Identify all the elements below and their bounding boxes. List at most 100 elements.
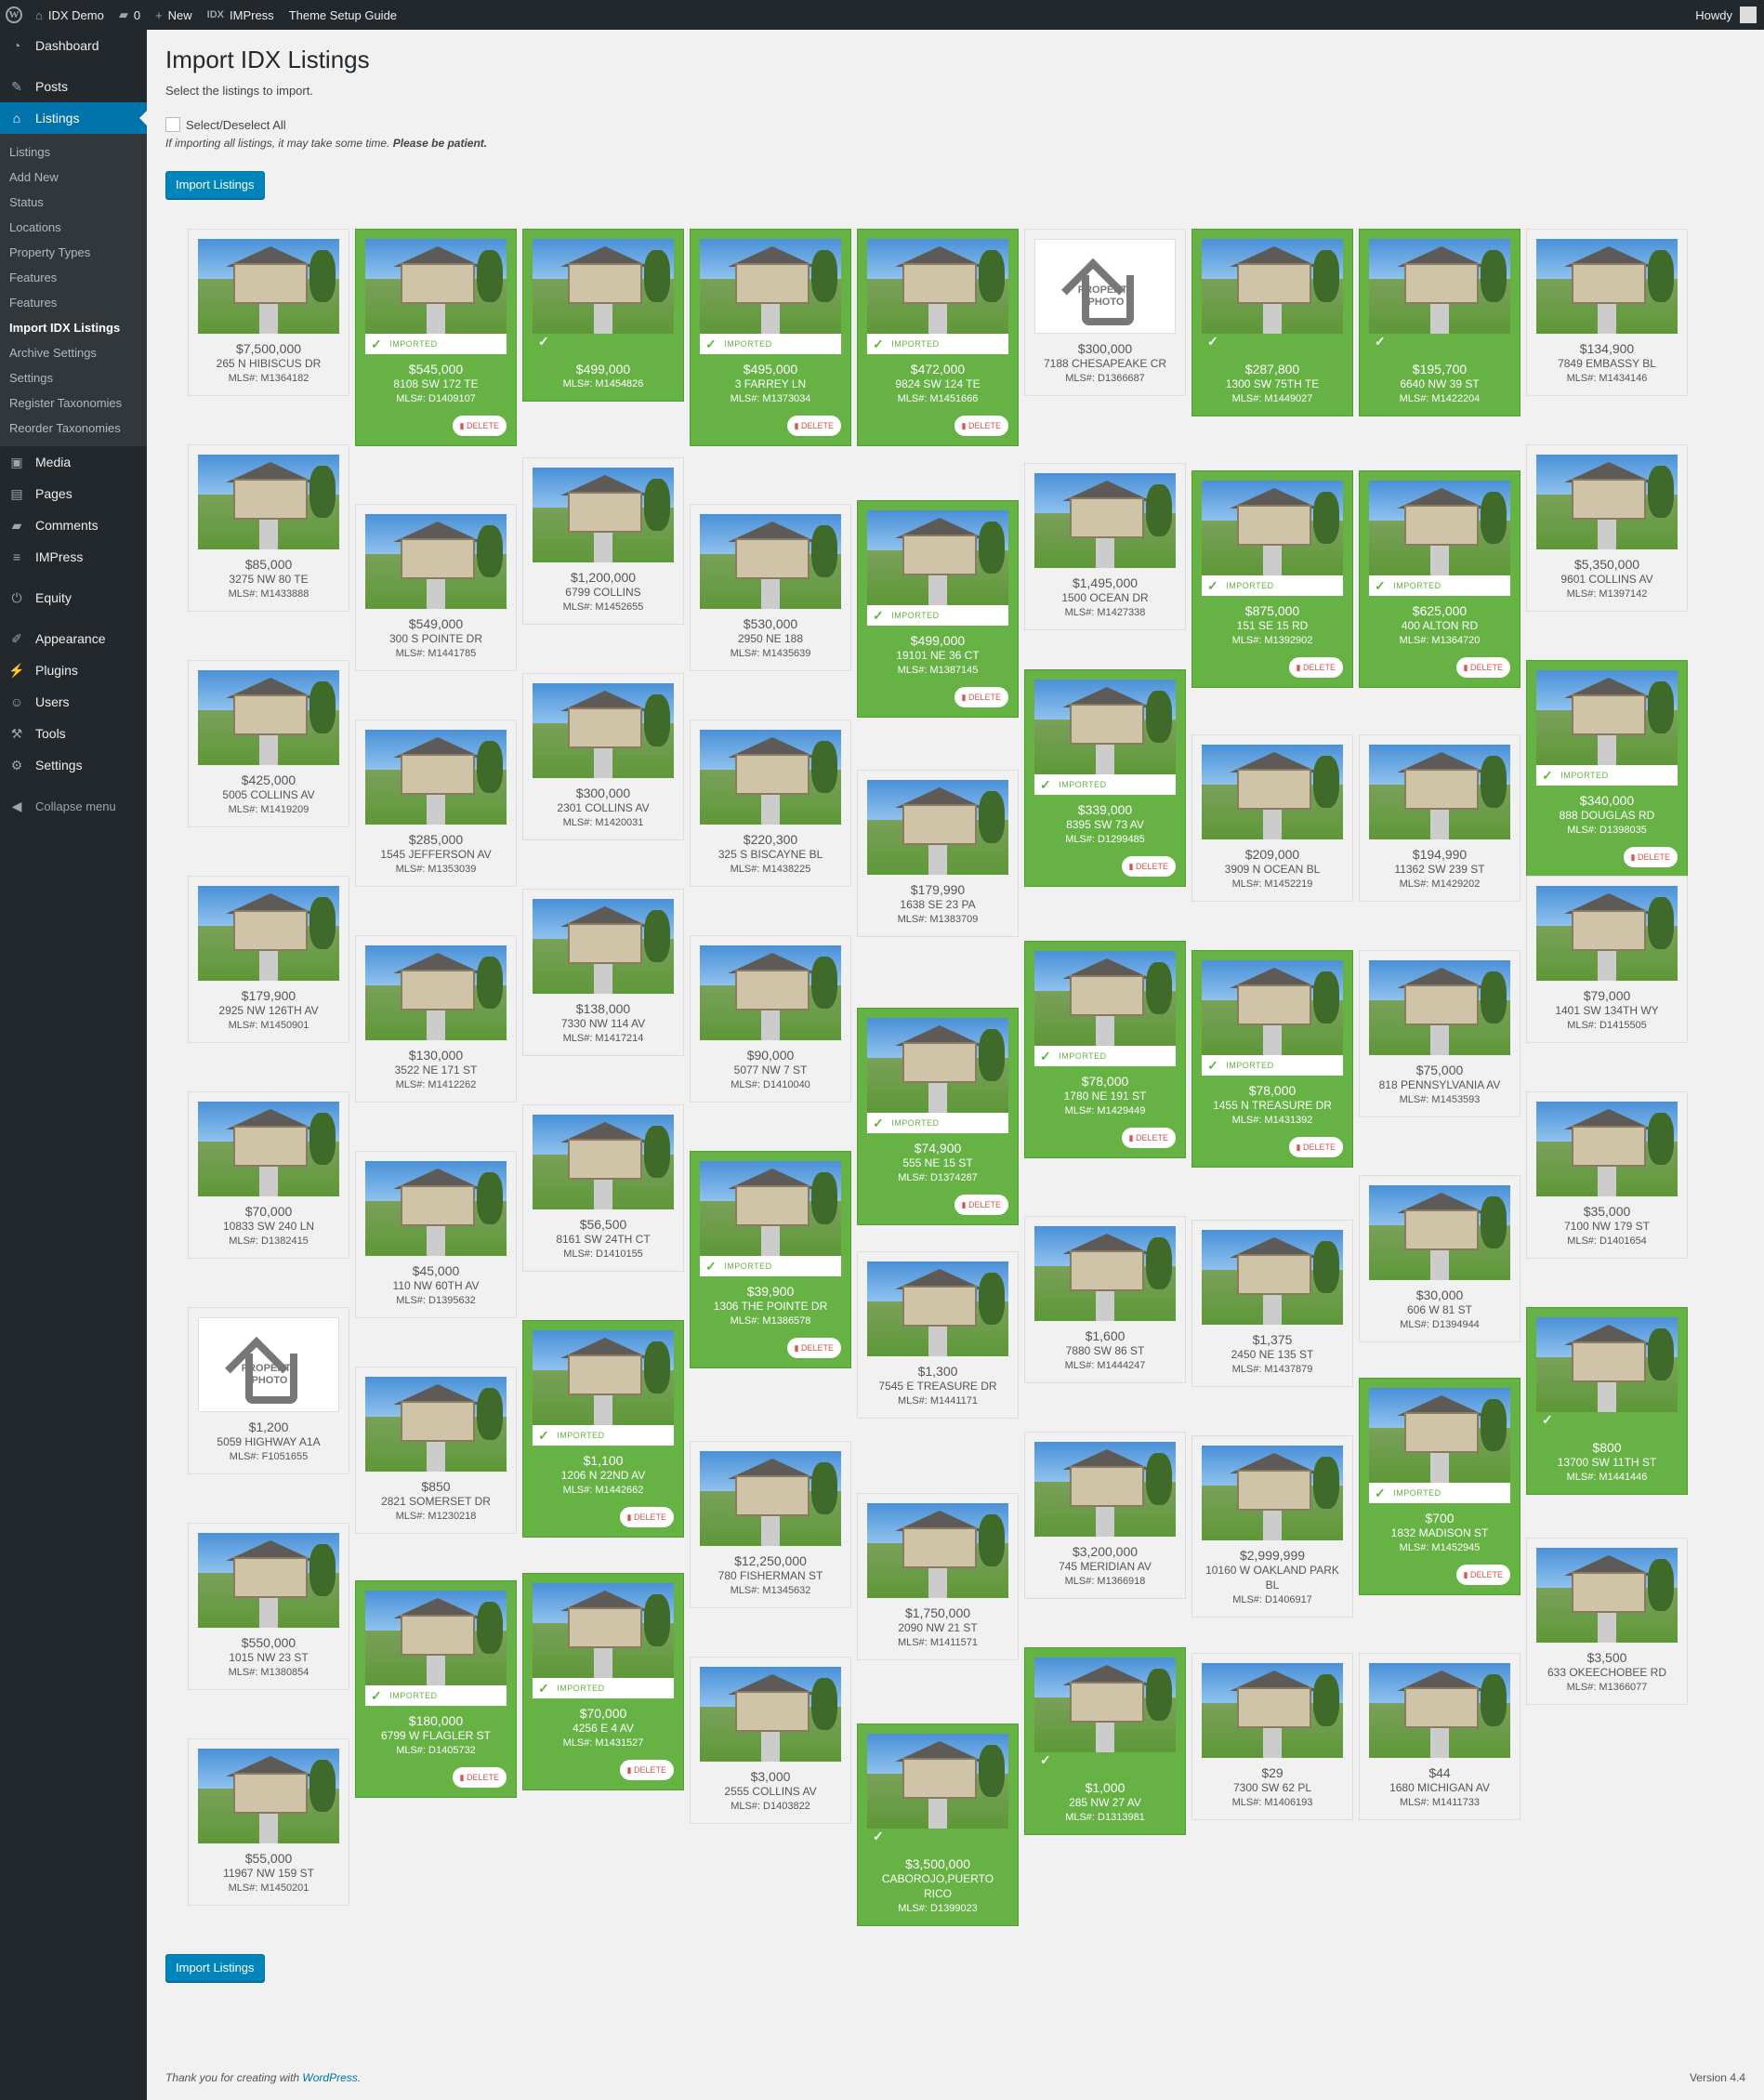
sidebar-item-plugins[interactable]: ⚡ Plugins [0,654,147,686]
listing-card[interactable]: $550,000 1015 NW 23 ST MLS#: M1380854 [188,1523,349,1690]
listing-card[interactable]: $29 7300 SW 62 PL MLS#: M1406193 [1191,1653,1353,1820]
listing-card[interactable]: $12,250,000 780 FISHERMAN ST MLS#: M134563… [690,1441,851,1608]
theme-guide-link[interactable]: Theme Setup Guide [288,7,398,22]
listing-card[interactable]: $75,000 818 PENNSYLVANIA AV MLS#: M1453593 [1359,950,1520,1117]
new-content-link[interactable]: + New [155,7,192,22]
delete-button[interactable]: ▮ DELETE [954,416,1008,436]
listing-card[interactable]: PROPERTY PHOTO $1,200 5059 HIGHWAY A1A MLS#:… [188,1307,349,1474]
listing-card[interactable]: $425,000 5005 COLLINS AV MLS#: M1419209 [188,660,349,827]
listing-card[interactable]: ✓ IMPORTED $499,000 19101 NE 36 CT MLS#: M13… [857,500,1019,718]
listing-card[interactable]: $70,000 10833 SW 240 LN MLS#: D1382415 [188,1091,349,1259]
listing-card[interactable]: $179,900 2925 NW 126TH AV MLS#: M1450901 [188,876,349,1043]
listing-card[interactable]: $1,600 7880 SW 86 ST MLS#: M1444247 [1024,1216,1186,1383]
listing-card[interactable]: ✓ IMPORTED $78,000 1455 N TREASURE DR MLS#: … [1191,950,1353,1168]
submenu-item[interactable]: Status [9,195,44,209]
listing-card[interactable]: ✓ IMPORTED $875,000 151 SE 15 RD MLS#: M1392… [1191,470,1353,688]
submenu-item[interactable]: Listings [9,145,51,159]
listing-card[interactable]: ✓ IMPORTED $180,000 6799 W FLAGLER ST MLS#: … [355,1580,517,1798]
listing-card[interactable]: ✓ IMPORTED $700 1832 MADISON ST MLS#: M14529… [1359,1378,1520,1595]
listing-card[interactable]: ✓ IMPORTED $78,000 1780 NE 191 ST MLS#: M142… [1024,941,1186,1158]
listing-card[interactable]: $85,000 3275 NW 80 TE MLS#: M1433888 [188,444,349,612]
listing-card[interactable]: $134,900 7849 EMBASSY BL MLS#: M1434146 [1526,229,1688,396]
listing-card[interactable]: $30,000 606 W 81 ST MLS#: D1394944 [1359,1175,1520,1342]
import-listings-button-bottom[interactable]: Import Listings [165,1954,265,1982]
sidebar-item-listings[interactable]: ⌂ Listings [0,102,147,134]
listing-card[interactable]: $220,300 325 S BISCAYNE BL MLS#: M1438225 [690,720,851,887]
listing-card[interactable]: ✓ IMPORTED $472,000 9824 SW 124 TE MLS#: M14… [857,229,1019,446]
delete-button[interactable]: ▮ DELETE [1121,856,1176,877]
sidebar-item-impress[interactable]: ≡ IMPress [0,541,147,573]
wordpress-logo-icon[interactable]: W [0,0,28,30]
listing-card[interactable]: $285,000 1545 JEFFERSON AV MLS#: M1353039 [355,720,517,887]
sidebar-item-media[interactable]: ▣ Media [0,446,147,478]
submenu-item[interactable]: Settings [9,371,53,385]
listing-card[interactable]: $2,999,999 10160 W OAKLAND PARK BL MLS#: D… [1191,1435,1353,1618]
submenu-item[interactable]: Reorder Taxonomies [9,421,121,435]
site-name-link[interactable]: ⌂ IDX Demo [35,7,104,22]
listing-card[interactable]: $530,000 2950 NE 188 MLS#: M1435639 [690,504,851,671]
submenu-item[interactable]: Add New [9,170,59,184]
delete-button[interactable]: ▮ DELETE [954,687,1008,707]
delete-button[interactable]: ▮ DELETE [452,416,507,436]
listing-card[interactable]: ✓ IMPORTED $339,000 8395 SW 73 AV MLS#: D129… [1024,669,1186,887]
listing-card[interactable]: $44 1680 MICHIGAN AV MLS#: M1411733 [1359,1653,1520,1820]
submenu-item[interactable]: Register Taxonomies [9,396,123,410]
delete-button[interactable]: ▮ DELETE [1121,1128,1176,1148]
sidebar-item-comments[interactable]: ▰ Comments [0,509,147,541]
listing-card[interactable]: PROPERTY PHOTO $300,000 7188 CHESAPEAKE CR M… [1024,229,1186,396]
listing-card[interactable]: ✓ $195,700 6640 NW 39 ST MLS#: M1422204 [1359,229,1520,416]
listing-card[interactable]: $90,000 5077 NW 7 ST MLS#: D1410040 [690,935,851,1103]
listing-card[interactable]: $130,000 3522 NE 171 ST MLS#: M1412262 [355,935,517,1103]
delete-button[interactable]: ▮ DELETE [786,416,841,436]
submenu-item[interactable]: Features [9,271,58,284]
submenu-item[interactable]: Property Types [9,245,91,259]
wordpress-link[interactable]: WordPress [302,2071,358,2084]
delete-button[interactable]: ▮ DELETE [1455,1565,1510,1585]
listing-card[interactable]: $56,500 8161 SW 24TH CT MLS#: D1410155 [522,1104,684,1272]
delete-button[interactable]: ▮ DELETE [1288,657,1343,678]
listing-card[interactable]: $850 2821 SOMERSET DR MLS#: M1230218 [355,1367,517,1534]
listing-card[interactable]: ✓ IMPORTED $74,900 555 NE 15 ST MLS#: D13742… [857,1008,1019,1225]
listing-card[interactable]: $1,200,000 6799 COLLINS MLS#: M1452655 [522,457,684,625]
comments-link[interactable]: ▰ 0 [118,7,141,22]
listing-card[interactable]: ✓ IMPORTED $495,000 3 FARREY LN MLS#: M13730… [690,229,851,446]
sidebar-item-posts[interactable]: ✎ Posts [0,71,147,102]
impress-link[interactable]: IDX IMPress [206,7,274,22]
listing-card[interactable]: $179,990 1638 SE 23 PA MLS#: M1383709 [857,770,1019,937]
delete-button[interactable]: ▮ DELETE [954,1195,1008,1215]
listing-card[interactable]: ✓ IMPORTED $545,000 8108 SW 172 TE MLS#: D14… [355,229,517,446]
delete-button[interactable]: ▮ DELETE [619,1760,674,1780]
listing-card[interactable]: $194,990 11362 SW 239 ST MLS#: M1429202 [1359,734,1520,902]
sidebar-item-collapse-menu[interactable]: ◀ Collapse menu [0,790,147,822]
listing-card[interactable]: ✓ $1,000 285 NW 27 AV MLS#: D1313981 [1024,1647,1186,1835]
sidebar-item-appearance[interactable]: ✐ Appearance [0,623,147,654]
delete-button[interactable]: ▮ DELETE [1623,847,1678,867]
listing-card[interactable]: ✓ $3,500,000 CABOROJO,PUERTO RICO MLS#: D13… [857,1724,1019,1926]
listing-card[interactable]: $549,000 300 S POINTE DR MLS#: M1441785 [355,504,517,671]
submenu-item[interactable]: Import IDX Listings [9,321,121,335]
submenu-item[interactable]: Features [9,296,58,310]
delete-button[interactable]: ▮ DELETE [1455,657,1510,678]
listing-card[interactable]: $300,000 2301 COLLINS AV MLS#: M1420031 [522,673,684,840]
sidebar-item-pages[interactable]: ▤ Pages [0,478,147,509]
listing-card[interactable]: ✓ IMPORTED $39,900 1306 THE POINTE DR MLS#: … [690,1151,851,1368]
delete-button[interactable]: ▮ DELETE [619,1507,674,1527]
listing-card[interactable]: ✓ IMPORTED $70,000 4256 E 4 AV MLS#: M143152… [522,1573,684,1790]
sidebar-item-tools[interactable]: ⚒ Tools [0,718,147,749]
listing-card[interactable]: $55,000 11967 NW 159 ST MLS#: M1450201 [188,1738,349,1906]
listing-card[interactable]: ✓ IMPORTED $340,000 888 DOUGLAS RD MLS#: D13… [1526,660,1688,878]
listing-card[interactable]: $45,000 110 NW 60TH AV MLS#: D1395632 [355,1151,517,1318]
listing-card[interactable]: ✓ IMPORTED $1,100 1206 N 22ND AV MLS#: M1442… [522,1320,684,1538]
listing-card[interactable]: $1,300 7545 E TREASURE DR MLS#: M1441171 [857,1251,1019,1419]
listing-card[interactable]: $1,495,000 1500 OCEAN DR MLS#: M1427338 [1024,463,1186,630]
listing-card[interactable]: ✓ $800 13700 SW 11TH ST MLS#: M1441446 [1526,1307,1688,1495]
listing-card[interactable]: $138,000 7330 NW 114 AV MLS#: M1417214 [522,889,684,1056]
listing-card[interactable]: $5,350,000 9601 COLLINS AV MLS#: M1397142 [1526,444,1688,612]
sidebar-item-equity[interactable]: ⏻ Equity [0,582,147,614]
import-listings-button[interactable]: Import Listings [165,171,265,199]
delete-button[interactable]: ▮ DELETE [1288,1137,1343,1157]
listing-card[interactable]: ✓ $499,000 MLS#: M1454826 [522,229,684,402]
listing-card[interactable]: $209,000 3909 N OCEAN BL MLS#: M1452219 [1191,734,1353,902]
select-all-checkbox[interactable] [165,117,180,132]
sidebar-item-users[interactable]: ☺ Users [0,686,147,718]
